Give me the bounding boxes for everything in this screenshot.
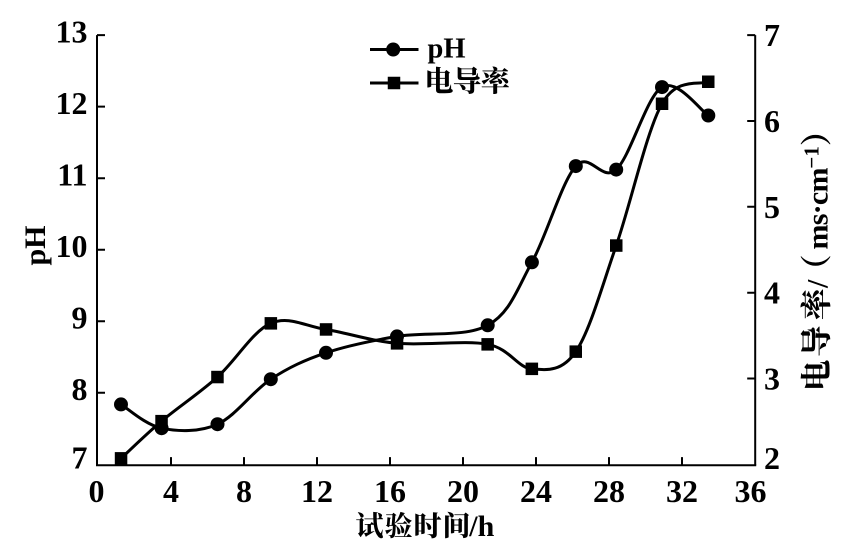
svg-text:pH: pH	[428, 34, 466, 65]
svg-text:9: 9	[72, 300, 88, 336]
svg-text:4: 4	[163, 473, 179, 509]
svg-text:6: 6	[764, 103, 780, 139]
svg-text:11: 11	[57, 157, 87, 193]
svg-text:0: 0	[89, 473, 105, 509]
svg-text:4: 4	[764, 275, 780, 311]
svg-text:13: 13	[56, 13, 88, 49]
svg-text:ms·cm: ms·cm	[802, 168, 835, 250]
svg-text:/h: /h	[468, 510, 494, 543]
svg-text:32: 32	[666, 473, 698, 509]
svg-text:10: 10	[56, 228, 88, 264]
svg-text:24: 24	[520, 473, 552, 509]
svg-text:8: 8	[72, 371, 88, 407]
svg-text:28: 28	[593, 473, 625, 509]
svg-text:−1: −1	[800, 146, 824, 168]
svg-text:7: 7	[72, 440, 88, 476]
svg-text:20: 20	[447, 473, 479, 509]
svg-text:2: 2	[764, 440, 780, 476]
svg-text:12: 12	[301, 473, 333, 509]
svg-text:12: 12	[56, 85, 88, 121]
svg-text:/: /	[802, 279, 835, 289]
svg-text:16: 16	[374, 473, 406, 509]
svg-text:7: 7	[764, 17, 780, 53]
svg-text:pH: pH	[19, 225, 52, 265]
svg-text:3: 3	[764, 361, 780, 397]
svg-text:5: 5	[764, 189, 780, 225]
svg-text:36: 36	[735, 473, 767, 509]
svg-text:8: 8	[236, 473, 252, 509]
